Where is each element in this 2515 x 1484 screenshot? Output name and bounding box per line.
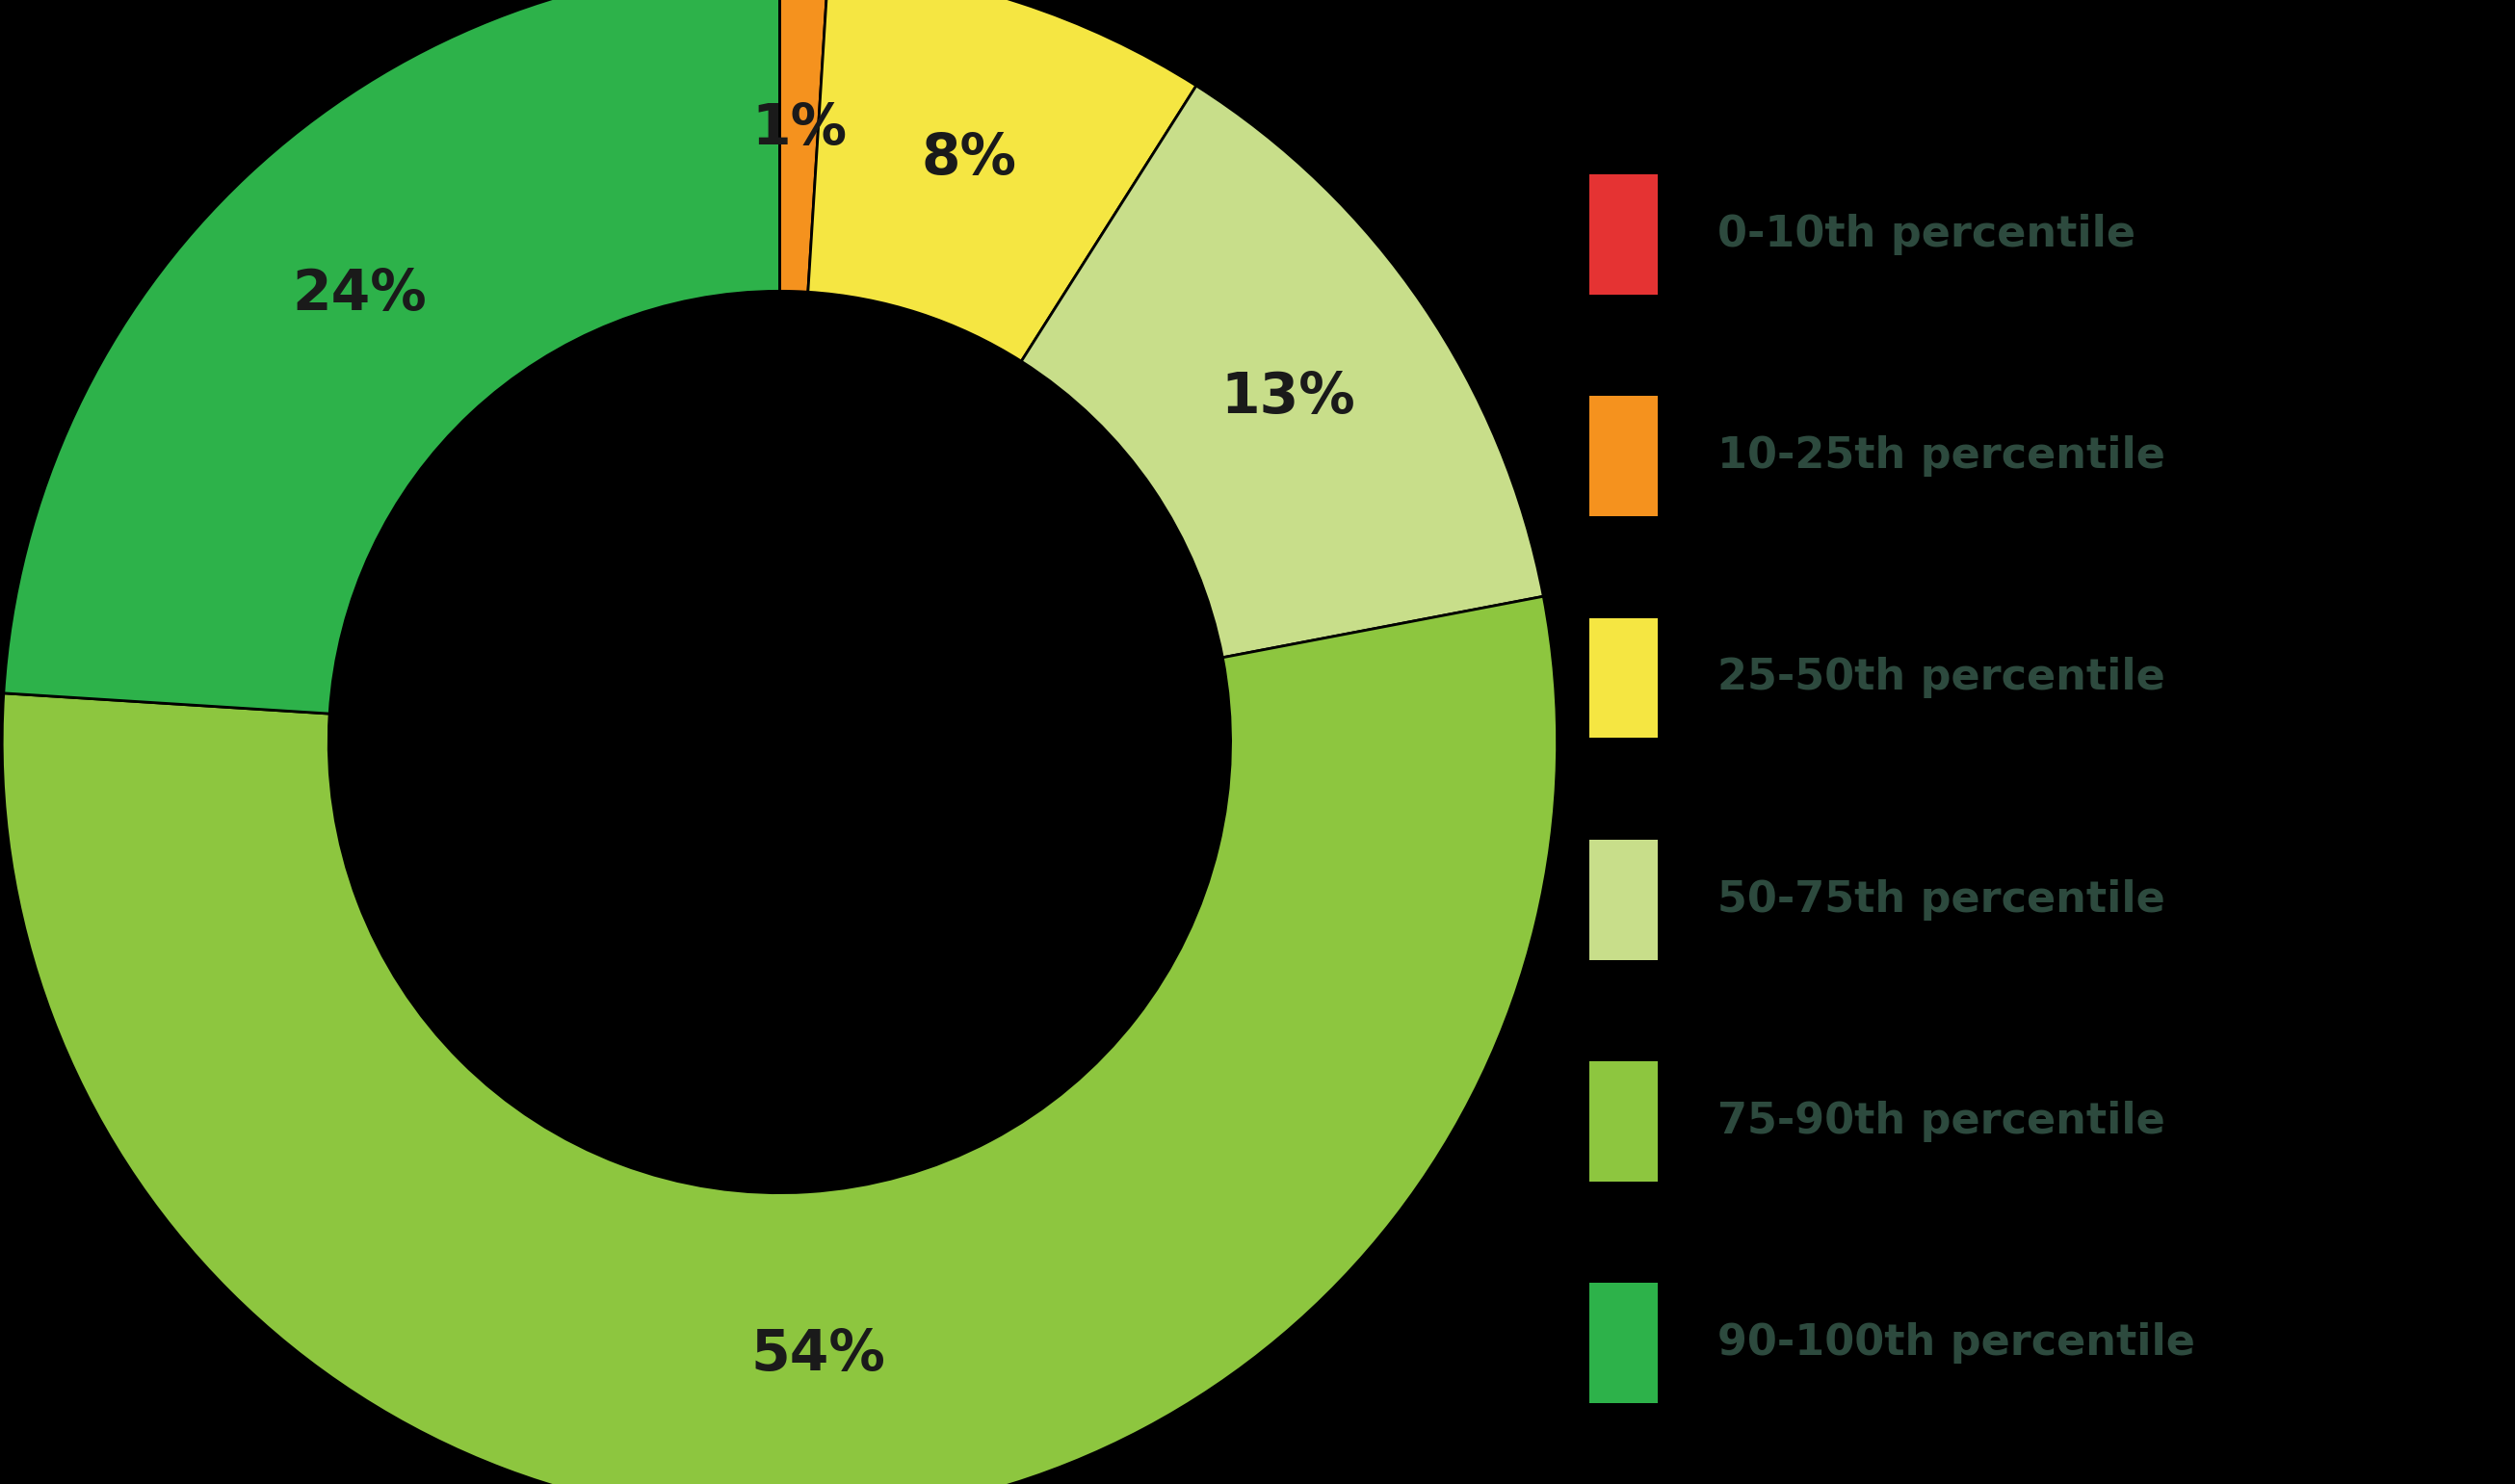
Wedge shape [807, 0, 1197, 361]
Bar [1589, 1282, 1657, 1404]
Wedge shape [3, 597, 1557, 1484]
Text: 13%: 13% [1220, 370, 1356, 424]
Bar [1589, 1061, 1657, 1181]
Wedge shape [3, 0, 780, 714]
Bar [1589, 840, 1657, 960]
Bar [1589, 175, 1657, 294]
Wedge shape [1021, 86, 1544, 657]
Text: 24%: 24% [292, 267, 428, 322]
Text: 8%: 8% [923, 131, 1016, 186]
Text: 90-100th percentile: 90-100th percentile [1718, 1322, 2196, 1364]
Text: 54%: 54% [752, 1327, 885, 1382]
Text: 25-50th percentile: 25-50th percentile [1718, 657, 2165, 699]
Text: 75-90th percentile: 75-90th percentile [1718, 1101, 2165, 1143]
Text: 0-10th percentile: 0-10th percentile [1718, 214, 2135, 255]
Text: 1%: 1% [752, 101, 848, 156]
Text: 10-25th percentile: 10-25th percentile [1718, 435, 2165, 476]
Bar [1589, 617, 1657, 738]
Bar [1589, 396, 1657, 516]
Text: 50-75th percentile: 50-75th percentile [1718, 879, 2165, 920]
Wedge shape [780, 0, 827, 292]
